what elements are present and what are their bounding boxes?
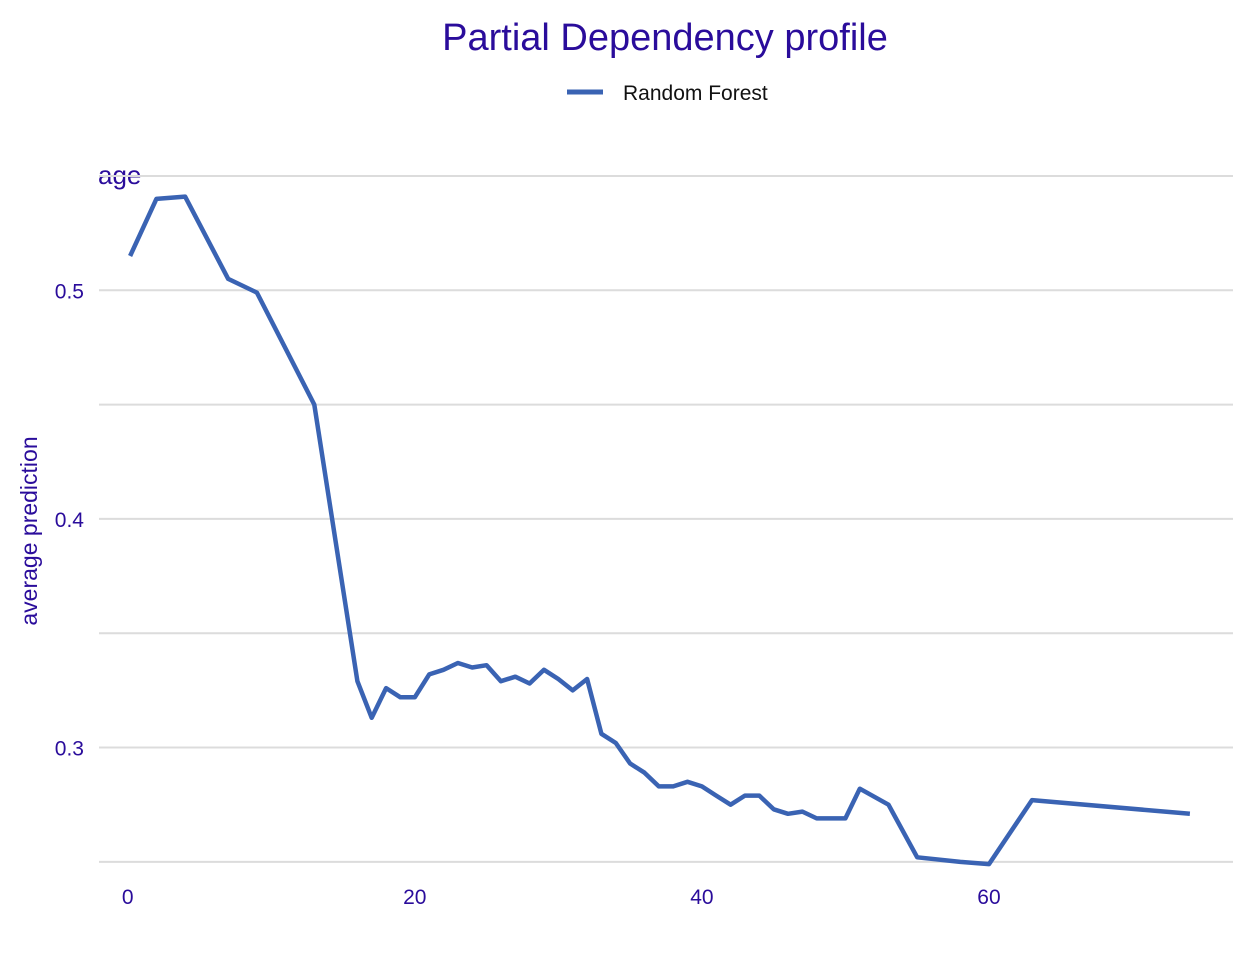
x-tick-label: 60 [977,886,1000,909]
y-gridlines [99,175,1233,863]
series-line-random-forest [128,194,1191,867]
series-layer [128,194,1191,867]
y-axis-label: average prediction [16,436,42,625]
x-tick-label: 40 [690,886,713,909]
chart-title: Partial Dependency profile [442,17,888,59]
y-tick-label: 0.3 [55,738,84,761]
x-tick-labels: 0 20 40 60 [122,886,1001,909]
y-tick-label: 0.5 [55,280,84,303]
y-tick-label: 0.4 [55,509,85,532]
x-tick-label: 20 [403,886,426,909]
x-tick-label: 0 [122,886,134,909]
legend-label-random-forest: Random Forest [623,82,768,105]
legend: Random Forest [567,82,768,105]
y-tick-labels: 0.3 0.4 0.5 [55,280,85,760]
